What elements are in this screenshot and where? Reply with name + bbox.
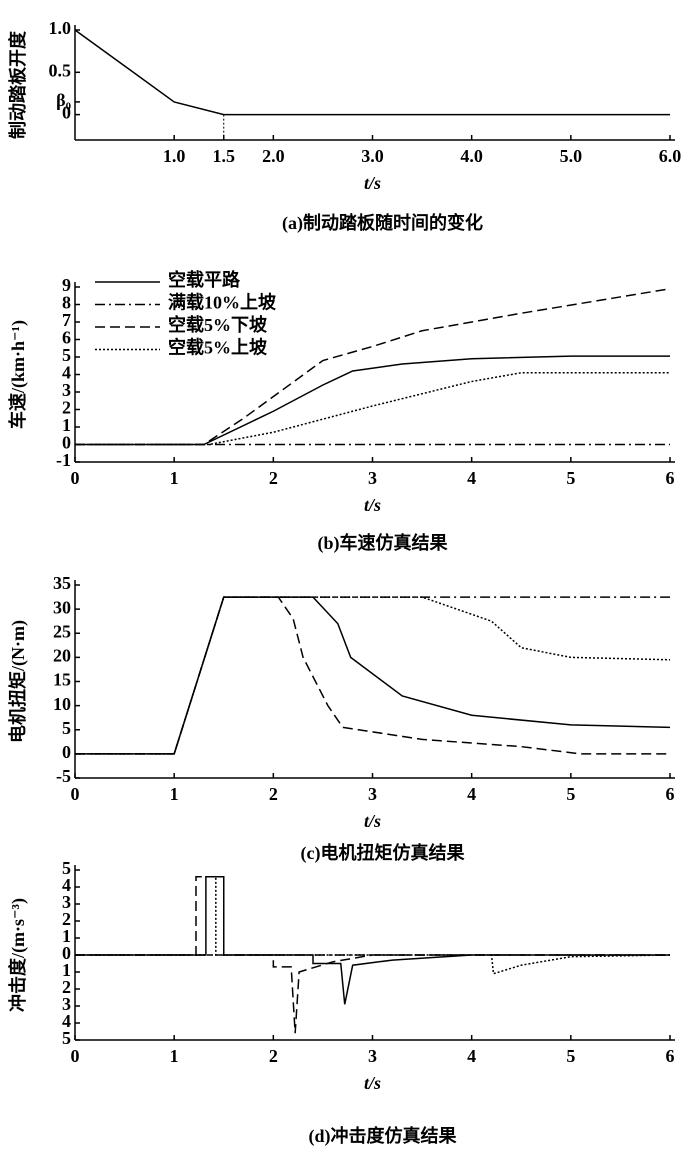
y-tick-label: -5 — [56, 766, 71, 786]
y-tick-label: 5 — [62, 858, 71, 878]
y-tick-label: 5 — [62, 718, 71, 738]
series-line — [75, 596, 671, 755]
x-tick-label: 3.0 — [361, 146, 384, 166]
series-line — [75, 596, 670, 755]
series-line — [75, 596, 671, 755]
x-tick-label: 0 — [71, 784, 80, 804]
y-tick-label: 0 — [62, 433, 71, 453]
y-tick-label: 1 — [62, 960, 71, 980]
x-tick-label: 2 — [269, 468, 278, 488]
y-tick-label: 20 — [53, 646, 71, 666]
x-tick-label: 5 — [566, 784, 575, 804]
y-tick-label: 0 — [62, 103, 71, 123]
x-tick-label: 6 — [666, 1046, 675, 1066]
series-line — [74, 29, 670, 116]
x-axis-label: t/s — [364, 811, 381, 831]
x-tick-label: 6.0 — [659, 146, 682, 166]
chart-title: (a)制动踏板随时间的变化 — [282, 212, 483, 234]
y-axis-label: 车速/(km·h⁻¹) — [7, 320, 29, 429]
legend-label: 满载10%上坡 — [168, 292, 277, 313]
x-tick-label: 6 — [666, 468, 675, 488]
y-axis-label: 制动踏板开度 — [7, 30, 28, 139]
y-tick-label: 9 — [62, 275, 71, 295]
y-tick-label: 3 — [62, 994, 71, 1014]
series-line — [75, 876, 670, 1034]
y-tick-label: 4 — [62, 1011, 71, 1031]
y-tick-label: 25 — [53, 621, 71, 641]
y-tick-label: 0.5 — [49, 60, 72, 80]
x-tick-label: 4 — [467, 784, 476, 804]
y-tick-label: β₀ — [56, 90, 71, 110]
x-tick-label: 3 — [368, 784, 377, 804]
y-tick-label: 1.0 — [49, 18, 72, 38]
chart-title: (c)电机扭矩仿真结果 — [301, 842, 466, 864]
series-line — [75, 876, 671, 975]
x-tick-label: 4.0 — [460, 146, 483, 166]
x-tick-label: 4 — [467, 1046, 476, 1066]
x-tick-label: 2.0 — [262, 146, 285, 166]
x-tick-label: 1 — [170, 468, 179, 488]
y-tick-label: 35 — [53, 573, 71, 593]
legend-label: 空载5%上坡 — [168, 337, 268, 358]
y-axis-label: 电机扭矩/(N·m) — [7, 620, 29, 743]
series-line — [75, 596, 670, 755]
x-axis-label: t/s — [364, 495, 381, 515]
y-tick-label: 1 — [62, 415, 71, 435]
y-tick-label: 15 — [53, 670, 71, 690]
x-axis-label: t/s — [364, 173, 381, 193]
y-tick-label: 3 — [62, 892, 71, 912]
y-tick-label: 7 — [62, 310, 71, 330]
y-tick-label: 4 — [62, 363, 71, 383]
y-tick-label: 5 — [62, 345, 71, 365]
y-tick-label: 1 — [62, 926, 71, 946]
x-tick-label: 3 — [368, 468, 377, 488]
x-tick-label: 3 — [368, 1046, 377, 1066]
series-line — [75, 288, 671, 446]
x-tick-label: 5 — [566, 468, 575, 488]
y-tick-label: 30 — [53, 597, 71, 617]
x-axis-label: t/s — [364, 1073, 381, 1093]
y-tick-label: 2 — [62, 909, 71, 929]
y-tick-label: 8 — [62, 293, 71, 313]
y-tick-label: 10 — [53, 694, 71, 714]
series-line — [75, 355, 670, 446]
x-tick-label: 1 — [170, 1046, 179, 1066]
y-tick-label: 5 — [62, 1028, 71, 1048]
x-tick-label: 2 — [269, 784, 278, 804]
x-tick-label: 6 — [666, 784, 675, 804]
y-tick-label: 2 — [62, 398, 71, 418]
y-tick-label: 2 — [62, 977, 71, 997]
y-tick-label: 0 — [62, 742, 71, 762]
y-tick-label: 3 — [62, 380, 71, 400]
y-axis-label: 冲击度/(m·s⁻³) — [7, 898, 29, 1012]
chart-title: (b)车速仿真结果 — [318, 532, 449, 554]
x-tick-label: 0 — [71, 1046, 80, 1066]
y-tick-label: 4 — [62, 875, 71, 895]
chart-title: (d)冲击度仿真结果 — [309, 1125, 458, 1147]
y-tick-label: 0 — [62, 943, 71, 963]
y-tick-label: -1 — [56, 450, 71, 470]
x-tick-label: 0 — [71, 468, 80, 488]
x-tick-label: 1.0 — [163, 146, 186, 166]
x-tick-label: 4 — [467, 468, 476, 488]
legend-label: 空载平路 — [168, 269, 241, 290]
x-tick-label: 5 — [566, 1046, 575, 1066]
series-line — [75, 876, 670, 1005]
x-tick-label: 2 — [269, 1046, 278, 1066]
x-tick-label: 1.5 — [213, 146, 236, 166]
legend-label: 空载5%下坡 — [168, 314, 268, 335]
series-line — [75, 372, 670, 446]
x-tick-label: 1 — [170, 784, 179, 804]
y-tick-label: 6 — [62, 328, 71, 348]
x-tick-label: 5.0 — [560, 146, 583, 166]
